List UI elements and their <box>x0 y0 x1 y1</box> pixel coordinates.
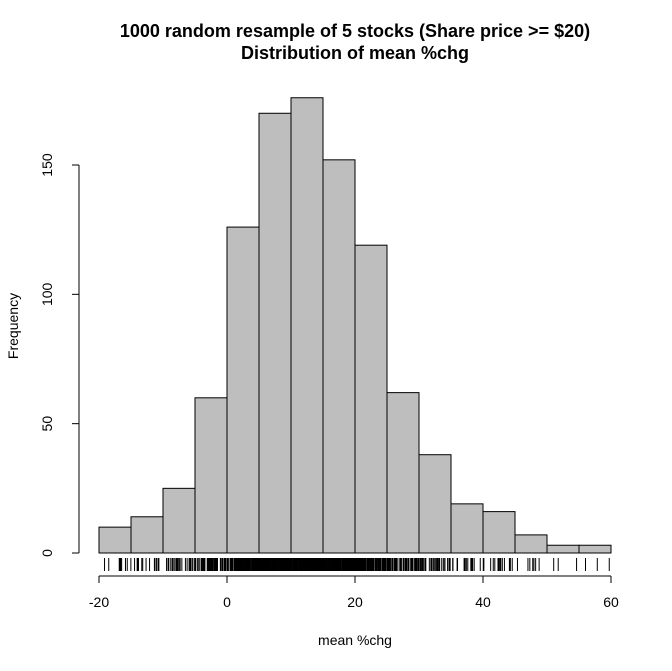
histogram-bar <box>578 544 612 554</box>
histogram-bars <box>98 97 612 554</box>
chart-title: 1000 random resample of 5 stocks (Share … <box>120 21 590 41</box>
y-axis: 0 50 100 150 <box>39 153 80 557</box>
histogram-bar <box>386 392 420 554</box>
histogram-bar <box>418 454 452 554</box>
x-tick-label: 60 <box>603 594 619 610</box>
x-axis: -20 0 20 40 60 <box>89 575 619 610</box>
histogram-bar <box>546 544 580 554</box>
y-axis-label: Frequency <box>5 293 21 359</box>
x-tick-label: -20 <box>89 594 109 610</box>
histogram-bar <box>162 487 196 554</box>
histogram-bar <box>98 526 132 554</box>
y-tick-label: 150 <box>39 153 55 177</box>
x-tick-label: 20 <box>347 594 363 610</box>
x-axis-label: mean %chg <box>318 632 392 648</box>
x-tick-label: 0 <box>223 594 231 610</box>
y-tick-label: 100 <box>39 282 55 306</box>
histogram-bar <box>290 97 324 554</box>
y-tick-label: 50 <box>39 416 55 432</box>
chart-subtitle: Distribution of mean %chg <box>241 43 469 63</box>
y-tick-label: 0 <box>39 549 55 557</box>
histogram-bar <box>450 503 484 554</box>
histogram-bar <box>514 534 548 554</box>
histogram-bar <box>482 511 516 554</box>
histogram-bar <box>258 112 292 554</box>
histogram-bar <box>130 516 164 554</box>
histogram-bar <box>194 397 228 554</box>
histogram-bar <box>226 226 260 554</box>
histogram-bar <box>354 244 388 554</box>
histogram-bar <box>322 159 356 554</box>
rug-marks <box>104 558 610 571</box>
x-tick-label: 40 <box>475 594 491 610</box>
